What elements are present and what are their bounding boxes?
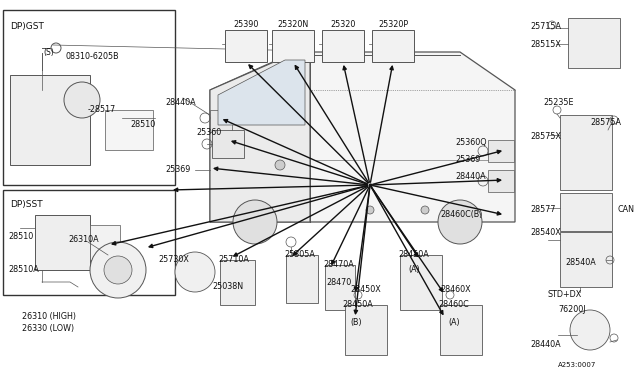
Text: 28440A: 28440A	[165, 98, 196, 107]
Text: 28460C(B): 28460C(B)	[440, 210, 483, 219]
Bar	[3, 10, 175, 185]
Bar	[560, 232, 612, 287]
Bar	[272, 30, 314, 62]
Text: 28540A: 28540A	[565, 258, 596, 267]
Circle shape	[64, 82, 100, 118]
Text: (B): (B)	[350, 318, 362, 327]
Text: (A): (A)	[408, 265, 420, 274]
Text: 28470A: 28470A	[323, 260, 354, 269]
Text: 25730X: 25730X	[158, 255, 189, 264]
Text: 28575X: 28575X	[530, 132, 561, 141]
Text: 25360Q: 25360Q	[455, 138, 486, 147]
Text: 26310 (HIGH): 26310 (HIGH)	[22, 312, 76, 321]
Text: 28440A: 28440A	[455, 172, 486, 181]
Bar	[35, 215, 90, 270]
Text: 25320N: 25320N	[277, 20, 308, 29]
Bar	[488, 170, 514, 192]
Text: 28470: 28470	[326, 278, 351, 287]
Text: 28515X: 28515X	[530, 40, 561, 49]
Circle shape	[90, 242, 146, 298]
Circle shape	[104, 256, 132, 284]
Bar	[372, 30, 414, 62]
Text: 28575A: 28575A	[590, 118, 621, 127]
Bar	[440, 305, 482, 355]
Bar	[225, 30, 267, 62]
Bar	[212, 130, 244, 158]
Text: CAN: CAN	[618, 205, 635, 214]
Polygon shape	[218, 60, 305, 125]
Text: 08310-6205B: 08310-6205B	[65, 52, 118, 61]
Text: 25390: 25390	[234, 20, 259, 29]
Bar	[220, 260, 255, 305]
Circle shape	[233, 200, 277, 244]
Text: (S): (S)	[44, 48, 54, 57]
Text: 28510: 28510	[130, 120, 156, 129]
Text: -28517: -28517	[88, 105, 116, 114]
Text: 28540X: 28540X	[530, 228, 561, 237]
Bar	[325, 265, 355, 310]
Text: 25710A: 25710A	[218, 255, 249, 264]
Text: 28510A: 28510A	[8, 265, 39, 274]
Text: 25235E: 25235E	[543, 98, 573, 107]
Circle shape	[421, 206, 429, 214]
Text: DP)GST: DP)GST	[10, 22, 44, 31]
Text: 28450X: 28450X	[350, 285, 381, 294]
Polygon shape	[210, 52, 515, 222]
Text: (A): (A)	[448, 318, 460, 327]
Text: 28510: 28510	[8, 232, 33, 241]
Text: 25369: 25369	[165, 165, 190, 174]
Text: 28450A: 28450A	[398, 250, 429, 259]
Text: 25038N: 25038N	[212, 282, 243, 291]
Text: 25369: 25369	[455, 155, 481, 164]
Text: 26330 (LOW): 26330 (LOW)	[22, 324, 74, 333]
Bar	[488, 140, 514, 162]
Polygon shape	[210, 55, 310, 222]
Text: 25320: 25320	[330, 20, 356, 29]
Text: 28460X: 28460X	[440, 285, 470, 294]
Text: 28577: 28577	[530, 205, 556, 214]
Text: 25360: 25360	[196, 128, 221, 137]
Text: STD+DX: STD+DX	[548, 290, 582, 299]
Bar	[400, 255, 442, 310]
Text: 28450A: 28450A	[342, 300, 372, 309]
Bar	[286, 255, 318, 303]
Bar	[322, 30, 364, 62]
Circle shape	[366, 206, 374, 214]
Circle shape	[175, 252, 215, 292]
Bar	[90, 225, 120, 260]
Text: 25305A: 25305A	[284, 250, 315, 259]
Bar	[3, 190, 175, 295]
Text: 76200J: 76200J	[558, 305, 586, 314]
Text: 25320P: 25320P	[378, 20, 408, 29]
Bar	[560, 193, 612, 231]
Circle shape	[438, 200, 482, 244]
Bar	[560, 115, 612, 190]
Bar	[105, 110, 153, 150]
Bar	[345, 305, 387, 355]
Text: DP)SST: DP)SST	[10, 200, 43, 209]
Bar	[210, 110, 232, 132]
Text: A253:0007: A253:0007	[558, 362, 596, 368]
Bar	[10, 75, 90, 165]
Circle shape	[275, 160, 285, 170]
Text: 26310A: 26310A	[68, 235, 99, 244]
Text: 28460C: 28460C	[438, 300, 468, 309]
Text: 25715A: 25715A	[530, 22, 561, 31]
Text: 28440A: 28440A	[530, 340, 561, 349]
Bar	[568, 18, 620, 68]
Circle shape	[570, 310, 610, 350]
